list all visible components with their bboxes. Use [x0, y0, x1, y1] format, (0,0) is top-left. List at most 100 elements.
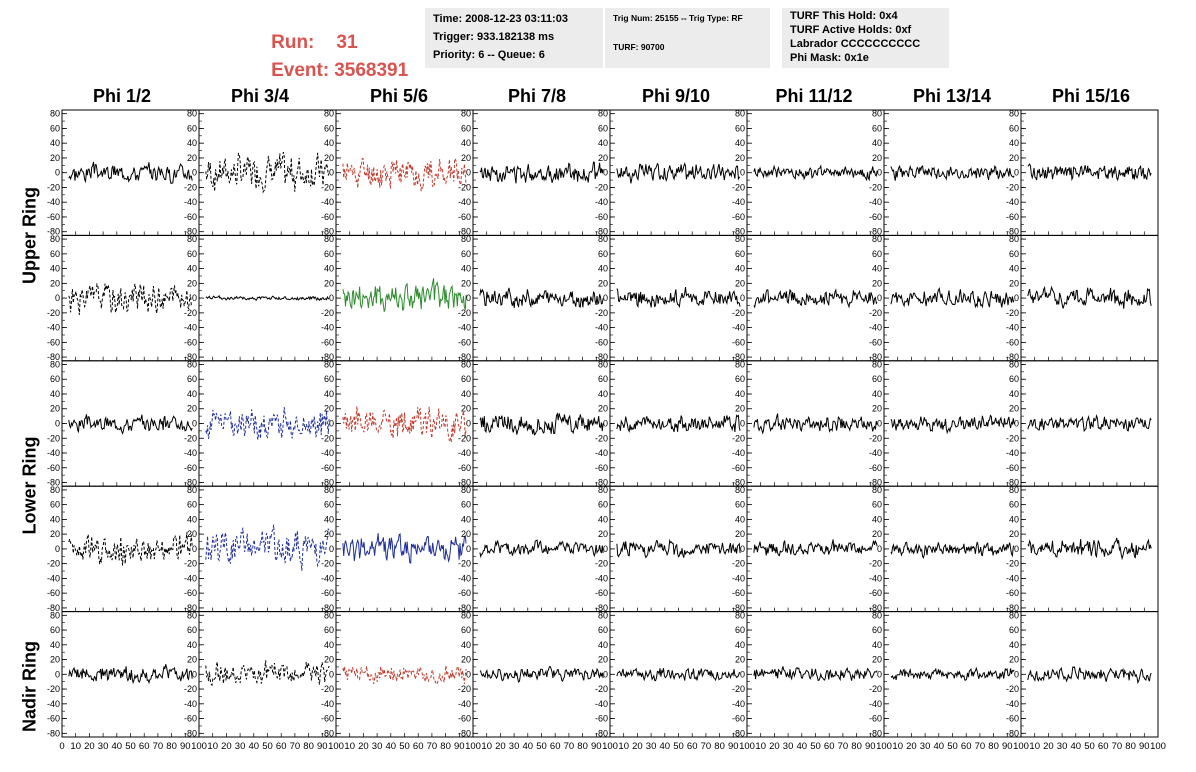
y-tick-label: -40 [595, 573, 608, 583]
time-line: Time: 2008-12-23 03:11:03 [433, 13, 568, 25]
y-tick-label: -80 [47, 478, 60, 488]
y-tick-label: -20 [458, 433, 471, 443]
y-tick-label: -60 [321, 463, 334, 473]
turf-active-line: TURF Active Holds: 0xf [790, 24, 912, 36]
y-tick-label: 80 [324, 485, 334, 495]
y-tick-label: 80 [1009, 109, 1019, 119]
y-tick-label: 20 [735, 153, 745, 163]
y-tick-label: 20 [598, 655, 608, 665]
y-tick-label: 20 [735, 655, 745, 665]
y-tick-label: 20 [872, 529, 882, 539]
y-tick-label: 60 [1009, 123, 1019, 133]
panel-r0-c5: 80 60 40 20 0 -20 -40 -60 -80 [732, 109, 885, 237]
y-tick-label: 20 [50, 404, 60, 414]
y-tick-label: 20 [461, 153, 471, 163]
x-tick-label: 70 [975, 741, 986, 752]
y-tick-label: -20 [869, 559, 882, 569]
y-tick-label: 0 [192, 669, 197, 679]
y-tick-label: 0 [603, 669, 608, 679]
y-tick-label: -20 [595, 684, 608, 694]
y-tick-label: 40 [324, 389, 334, 399]
waveform-trace [616, 287, 741, 309]
y-tick-label: 20 [324, 153, 334, 163]
y-tick-label: -80 [732, 227, 745, 237]
y-tick-label: 40 [50, 514, 60, 524]
y-tick-label: 40 [1009, 389, 1019, 399]
y-tick-label: -80 [458, 227, 471, 237]
y-tick-label: 40 [461, 640, 471, 650]
y-tick-label: 0 [877, 544, 882, 554]
y-tick-label: 80 [50, 109, 60, 119]
x-tick-label: 20 [358, 741, 369, 752]
y-tick-label: 0 [466, 669, 471, 679]
y-tick-label: 80 [461, 485, 471, 495]
panel-r0-c7: 80 60 40 20 0 -20 -40 -60 -80 [1006, 109, 1159, 237]
x-tick-label: 10 [344, 741, 355, 752]
waveform-trace [68, 414, 193, 435]
y-tick-label: -80 [1006, 603, 1019, 613]
y-tick-label: -40 [869, 323, 882, 333]
y-tick-label: 0 [740, 669, 745, 679]
y-tick-label: -20 [184, 433, 197, 443]
y-tick-label: 0 [329, 293, 334, 303]
panel-frame [335, 109, 474, 236]
waveform-trace [479, 287, 604, 309]
y-tick-label: -40 [732, 699, 745, 709]
y-tick-label: 20 [735, 278, 745, 288]
y-tick-label: -20 [869, 182, 882, 192]
y-tick-label: -60 [595, 463, 608, 473]
y-tick-label: 0 [877, 669, 882, 679]
y-tick-label: -40 [184, 699, 197, 709]
y-tick-label: 80 [187, 109, 197, 119]
y-tick-label: -60 [458, 212, 471, 222]
y-tick-label: -20 [47, 559, 60, 569]
panel-r0-c1: 80 60 40 20 0 -20 -40 -60 -80 [184, 109, 337, 237]
y-tick-label: -40 [732, 197, 745, 207]
y-tick-label: -40 [321, 448, 334, 458]
y-tick-label: -60 [184, 337, 197, 347]
y-tick-label: -40 [1006, 323, 1019, 333]
panel-r0-c6: 80 60 40 20 0 -20 -40 -60 -80 [869, 109, 1022, 237]
y-tick-label: -80 [1006, 227, 1019, 237]
y-tick-label: 20 [187, 278, 197, 288]
waveform-trace [753, 666, 878, 682]
panel-r0-c4: 80 60 40 20 0 -20 -40 -60 -80 [595, 109, 748, 237]
y-tick-label: 60 [187, 123, 197, 133]
trig-info-box: Trig Num: 25155 -- Trig Type: RF TURF: 9… [605, 8, 770, 68]
y-tick-label: 40 [461, 138, 471, 148]
y-tick-label: 0 [603, 544, 608, 554]
y-tick-label: 0 [329, 419, 334, 429]
y-tick-label: 20 [461, 404, 471, 414]
x-tick-label: 60 [413, 741, 424, 752]
y-tick-label: 60 [872, 249, 882, 259]
y-tick-label: -80 [732, 478, 745, 488]
panel-r2-c7: 80 60 40 20 0 -20 -40 -60 -80 [1006, 359, 1159, 488]
x-tick-label: 40 [249, 741, 260, 752]
y-tick-label: -60 [321, 337, 334, 347]
y-tick-label: 40 [461, 389, 471, 399]
y-tick-label: 80 [872, 610, 882, 620]
y-tick-label: -80 [1006, 478, 1019, 488]
x-tick-label: 80 [166, 741, 177, 752]
y-tick-label: 0 [55, 293, 60, 303]
y-tick-label: 0 [1014, 669, 1019, 679]
panel-r1-c5: 80 60 40 20 0 -20 -40 -60 -80 [732, 234, 885, 362]
panel-r3-c1: 80 60 40 20 0 -20 -40 -60 -80 [184, 485, 337, 613]
y-tick-label: 20 [1009, 153, 1019, 163]
y-tick-label: -60 [47, 463, 60, 473]
turf-info-box: TURF This Hold: 0x4 TURF Active Holds: 0… [782, 8, 949, 68]
panel-frame [335, 360, 474, 487]
y-tick-label: -40 [732, 323, 745, 333]
x-tick-label: 70 [153, 741, 164, 752]
x-tick-label: 100 [1013, 741, 1029, 752]
y-tick-label: 0 [877, 168, 882, 178]
y-tick-label: -20 [1006, 308, 1019, 318]
y-tick-label: -80 [47, 728, 60, 738]
panel-r2-c3: 80 60 40 20 0 -20 -40 -60 -80 [458, 359, 611, 488]
x-tick-label: 50 [947, 741, 958, 752]
y-tick-label: 80 [324, 109, 334, 119]
x-tick-label: 10 [755, 741, 766, 752]
y-tick-label: -40 [595, 448, 608, 458]
x-tick-label: 90 [1139, 741, 1150, 752]
x-tick-label: 60 [961, 741, 972, 752]
